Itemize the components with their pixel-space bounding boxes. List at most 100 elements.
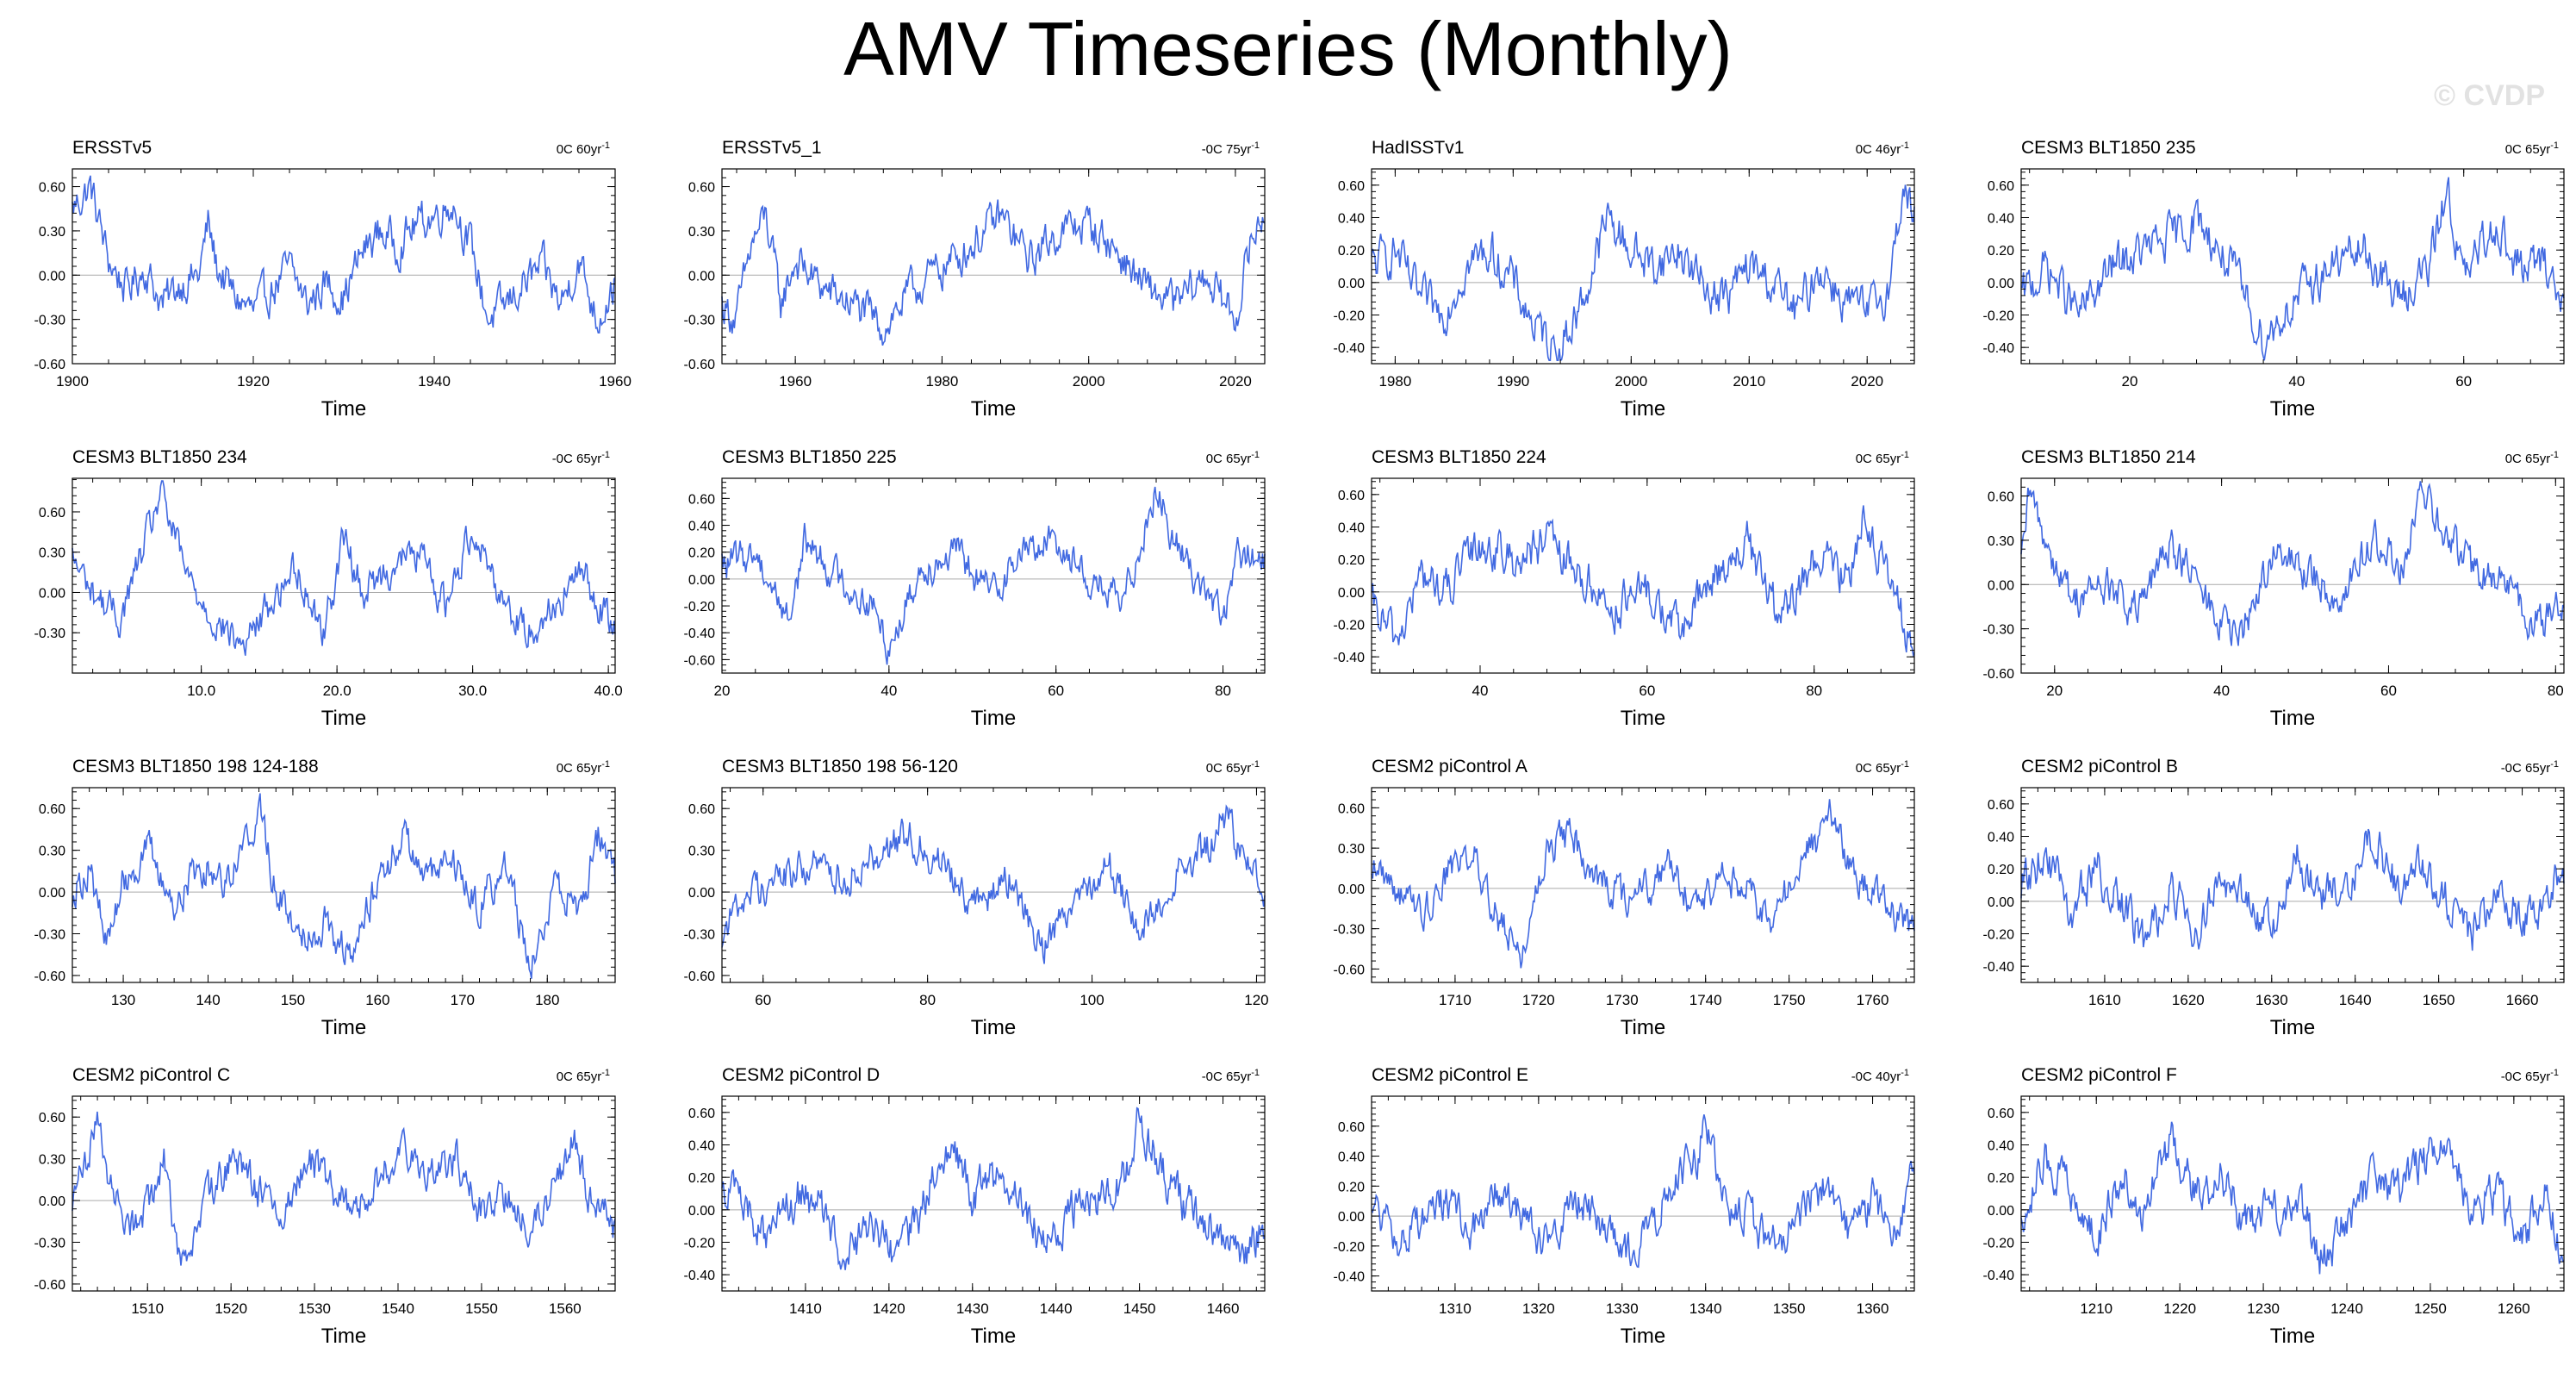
x-tick-label: 1410: [789, 1300, 822, 1317]
x-tick-label: 80: [919, 992, 936, 1008]
x-tick-label: 10.0: [187, 683, 215, 699]
y-tick-label: -0.60: [684, 970, 716, 984]
panel-14: CESM2 piControl D -0C 65yr-1 -0.40 -0.20 0.0…: [684, 1065, 1266, 1348]
y-tick-label: 0.60: [688, 492, 715, 507]
plot-frame: [72, 477, 616, 674]
y-tick-label: 0.30: [39, 845, 65, 859]
y-tick-label: 0.40: [688, 520, 715, 534]
panel-9: CESM3 BLT1850 198 124-188 0C 65yr-1 -0.60 -…: [34, 757, 616, 1039]
x-tick-label: 1350: [1773, 1300, 1806, 1317]
plot-frame: [721, 1095, 1266, 1292]
x-axis-label: Time: [971, 397, 1016, 421]
x-tick-label: 2020: [1219, 373, 1252, 390]
y-tick-label: 0.60: [688, 1107, 715, 1121]
panel-3: HadISSTv1 0C 46yr-1 -0.40 -0.20 0.00 0.20 0.40…: [1334, 138, 1915, 421]
x-tick-label: 1340: [1689, 1300, 1722, 1317]
y-tick-label: -0.60: [34, 970, 66, 984]
panel-15: CESM2 piControl E -0C 40yr-1 -0.40 -0.20 0.0…: [1334, 1065, 1915, 1348]
panel-trend: 0C 65yr-1: [557, 1068, 610, 1084]
y-tick-label: -0.60: [1334, 963, 1366, 977]
y-tick-label: 0.40: [1988, 1139, 2014, 1154]
x-tick-label: 1940: [418, 373, 451, 390]
x-tick-label: 1310: [1439, 1300, 1472, 1317]
x-tick-label: 1710: [1439, 992, 1472, 1008]
panel-trend: 0C 65yr-1: [1856, 450, 1909, 466]
x-axis-label: Time: [971, 707, 1016, 730]
plot-frame: [2020, 787, 2565, 983]
y-tick-label: 0.60: [39, 802, 65, 817]
x-axis-label: Time: [321, 397, 366, 421]
x-tick-label: 1220: [2163, 1300, 2196, 1317]
y-tick-label: -0.60: [34, 1278, 66, 1293]
x-tick-label: 60: [1639, 683, 1655, 699]
panel-7: CESM3 BLT1850 224 0C 65yr-1 -0.40 -0.20 0.00…: [1334, 447, 1915, 730]
x-axis-label: Time: [321, 1016, 366, 1039]
x-tick-label: 1730: [1606, 992, 1639, 1008]
x-tick-label: 1960: [779, 373, 812, 390]
x-tick-label: 1520: [215, 1300, 247, 1317]
panel-title: CESM3 BLT1850 198 124-188: [72, 757, 319, 776]
y-tick-label: -0.30: [34, 314, 66, 328]
y-tick-label: 0.60: [1988, 798, 2014, 813]
y-tick-label: 0.00: [688, 886, 715, 901]
x-axis-label: Time: [1621, 1325, 1665, 1348]
x-tick-label: 1320: [1522, 1300, 1555, 1317]
figure-title: AMV Timeseries (Monthly): [843, 6, 1733, 91]
panel-title: ERSSTv5: [72, 138, 152, 158]
x-tick-label: 1990: [1496, 373, 1529, 390]
x-tick-label: 1750: [1773, 992, 1806, 1008]
series-line: [721, 804, 1266, 964]
x-tick-label: 1650: [2423, 992, 2455, 1008]
panel-trend: 0C 65yr-1: [1856, 759, 1909, 776]
y-tick-label: -0.40: [1334, 1270, 1366, 1285]
y-tick-label: 0.60: [39, 1111, 65, 1125]
x-axis-label: Time: [321, 707, 366, 730]
y-tick-label: 0.00: [1338, 586, 1365, 601]
panel-title: HadISSTv1: [1372, 138, 1464, 158]
y-tick-label: 0.00: [1338, 277, 1365, 291]
y-tick-label: 0.20: [1338, 1180, 1365, 1194]
x-tick-label: 2000: [1615, 373, 1647, 390]
x-axis-label: Time: [1621, 707, 1665, 730]
x-axis-label: Time: [1621, 397, 1665, 421]
y-tick-label: 0.00: [39, 1194, 65, 1209]
x-axis-label: Time: [321, 1325, 366, 1348]
x-tick-label: 1550: [465, 1300, 498, 1317]
y-tick-label: -0.30: [34, 1237, 66, 1251]
series-line: [721, 1107, 1266, 1270]
x-axis-label: Time: [2270, 397, 2315, 421]
y-tick-label: 0.60: [39, 181, 65, 196]
y-tick-label: 0.20: [1988, 244, 2014, 259]
y-tick-label: 0.60: [1988, 1107, 2014, 1121]
y-tick-label: 0.20: [1988, 863, 2014, 877]
y-tick-label: 0.60: [1338, 1120, 1365, 1135]
y-tick-label: 0.00: [1338, 882, 1365, 897]
x-tick-label: 1660: [2506, 992, 2539, 1008]
y-tick-label: -0.40: [684, 627, 716, 641]
x-tick-label: 1210: [2080, 1300, 2112, 1317]
x-tick-label: 1740: [1689, 992, 1722, 1008]
x-tick-label: 80: [1215, 683, 1231, 699]
x-tick-label: 1720: [1522, 992, 1555, 1008]
cvdp-watermark: © CVDP: [2434, 79, 2545, 112]
y-tick-label: 0.30: [688, 845, 715, 859]
x-axis-label: Time: [971, 1325, 1016, 1348]
plot-frame: [1371, 168, 1915, 365]
x-tick-label: 2010: [1733, 373, 1765, 390]
panel-trend: 0C 65yr-1: [2505, 450, 2559, 466]
panel-trend: -0C 65yr-1: [1202, 1068, 1260, 1084]
y-tick-label: 0.00: [1988, 277, 2014, 291]
y-tick-label: -0.40: [1983, 341, 2015, 356]
x-tick-label: 60: [1048, 683, 1064, 699]
plot-frame: [721, 477, 1266, 674]
y-tick-label: 0.60: [688, 181, 715, 196]
x-tick-label: 1440: [1040, 1300, 1073, 1317]
panel-trend: -0C 65yr-1: [552, 450, 610, 466]
x-tick-label: 1510: [131, 1300, 164, 1317]
y-tick-label: 0.40: [1338, 212, 1365, 227]
x-tick-label: 1640: [2339, 992, 2372, 1008]
panel-trend: -0C 65yr-1: [2501, 1068, 2559, 1084]
y-tick-label: -0.40: [1983, 960, 2015, 975]
panel-title: CESM2 piControl F: [2021, 1065, 2177, 1085]
